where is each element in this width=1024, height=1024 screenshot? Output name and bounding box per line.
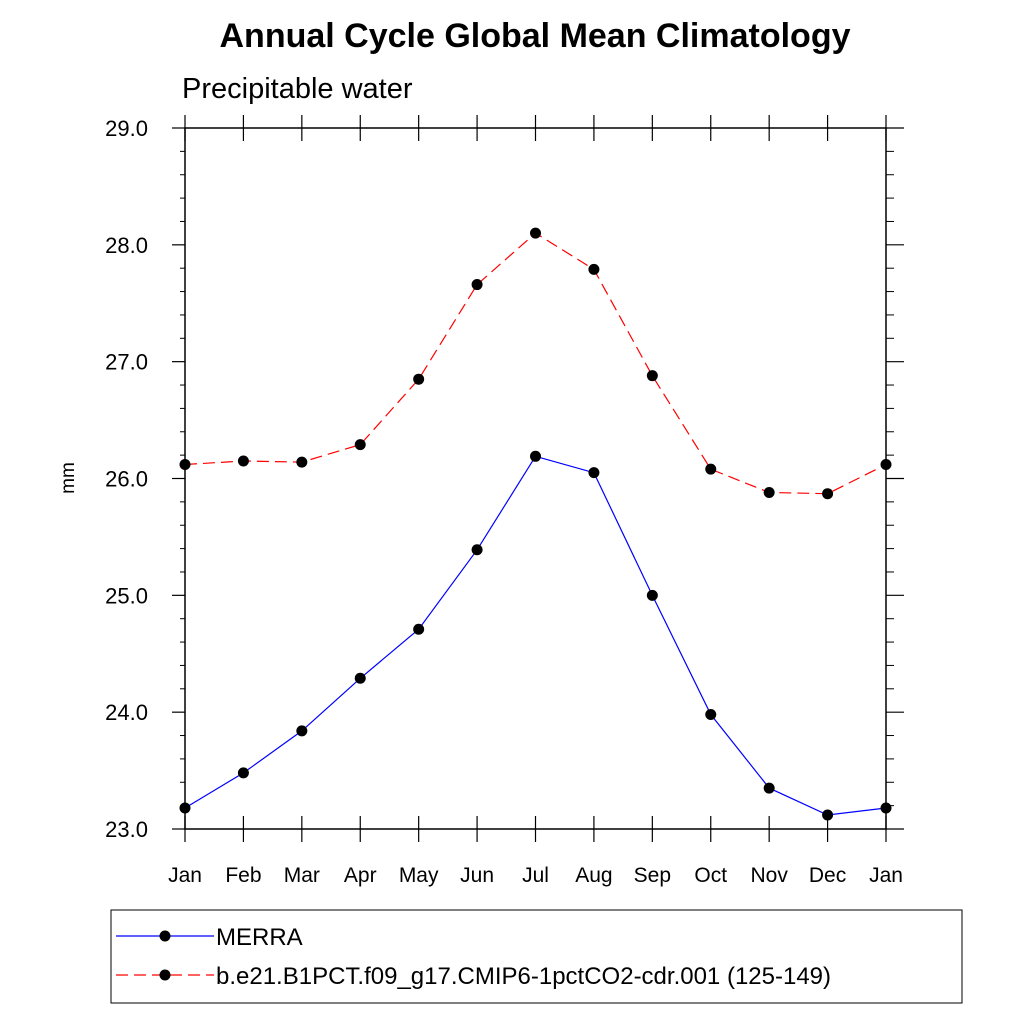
series-1-point [413,373,425,385]
y-tick-label: 24.0 [105,700,148,725]
y-tick-label: 27.0 [105,350,148,375]
x-tick-label: Jan [168,864,202,887]
x-tick-label: Aug [575,864,612,887]
series-1-point [646,370,658,382]
series-line-0 [184,455,887,816]
x-tick-label: Nov [750,864,788,887]
y-tick-label: 23.0 [105,817,148,842]
series-0-point [413,623,425,635]
series-0-point [763,782,775,794]
series-0-point [296,725,308,737]
legend-marker-model [159,969,171,981]
series-0-point [179,802,191,814]
series-0-point [646,589,658,601]
legend-box [110,909,963,1004]
y-tick-label: 28.0 [105,233,148,258]
y-tick-label: 29.0 [105,116,148,141]
x-tick-label: Jun [460,864,494,887]
legend-label-model: b.e21.B1PCT.f09_g17.CMIP6-1pctCO2-cdr.00… [216,963,831,990]
series-0-point [530,450,541,462]
x-tick-label: Jul [522,864,549,887]
series-0-point [471,544,483,556]
y-tick-label: 26.0 [105,467,148,492]
y-axis-label: mm [58,462,79,494]
chart-subtitle: Precipitable water [182,73,413,105]
series-0-point [880,802,892,814]
x-tick-label: Oct [694,864,727,887]
x-tick-label: Sep [634,864,671,887]
series-1-point [822,488,834,500]
series-1-point [705,463,717,475]
series-1-point [237,455,249,467]
series-1-point [471,279,483,291]
series-lines [184,232,887,816]
legend-label-merra: MERRA [216,924,303,951]
x-tick-label: May [399,864,439,887]
x-tick-label: Mar [284,864,320,887]
y-tick-label: 25.0 [105,583,148,608]
x-tick-label: Apr [344,864,377,887]
series-0-point [354,672,366,684]
series-1-point [179,458,191,470]
chart-title: Annual Cycle Global Mean Climatology [220,17,851,55]
x-tick-labels: Jan Feb Mar Apr May Jun Jul Aug Sep Oct Nov Dec Jan [168,864,903,887]
y-tick-labels: 23.0 24.0 25.0 26.0 27.0 28.0 29.0 [105,116,148,842]
series-1-point [354,439,366,451]
legend-marker-merra [159,930,171,942]
legend: MERRA b.e21.B1PCT.f09_g17.CMIP6-1pctCO2-… [110,909,963,1004]
axis-ticks [172,115,904,842]
series-1-point [530,227,541,239]
x-tick-label: Jan [869,864,903,887]
x-tick-label: Feb [225,864,261,887]
x-tick-label: Dec [809,864,846,887]
series-markers [179,227,892,821]
series-1-point [880,458,892,470]
series-0-point [588,467,600,479]
series-0-point [237,767,249,779]
series-1-point [296,456,308,468]
series-0-point [705,709,717,721]
series-1-point [588,263,600,275]
series-0-point [822,809,834,821]
series-1-point [763,487,775,499]
